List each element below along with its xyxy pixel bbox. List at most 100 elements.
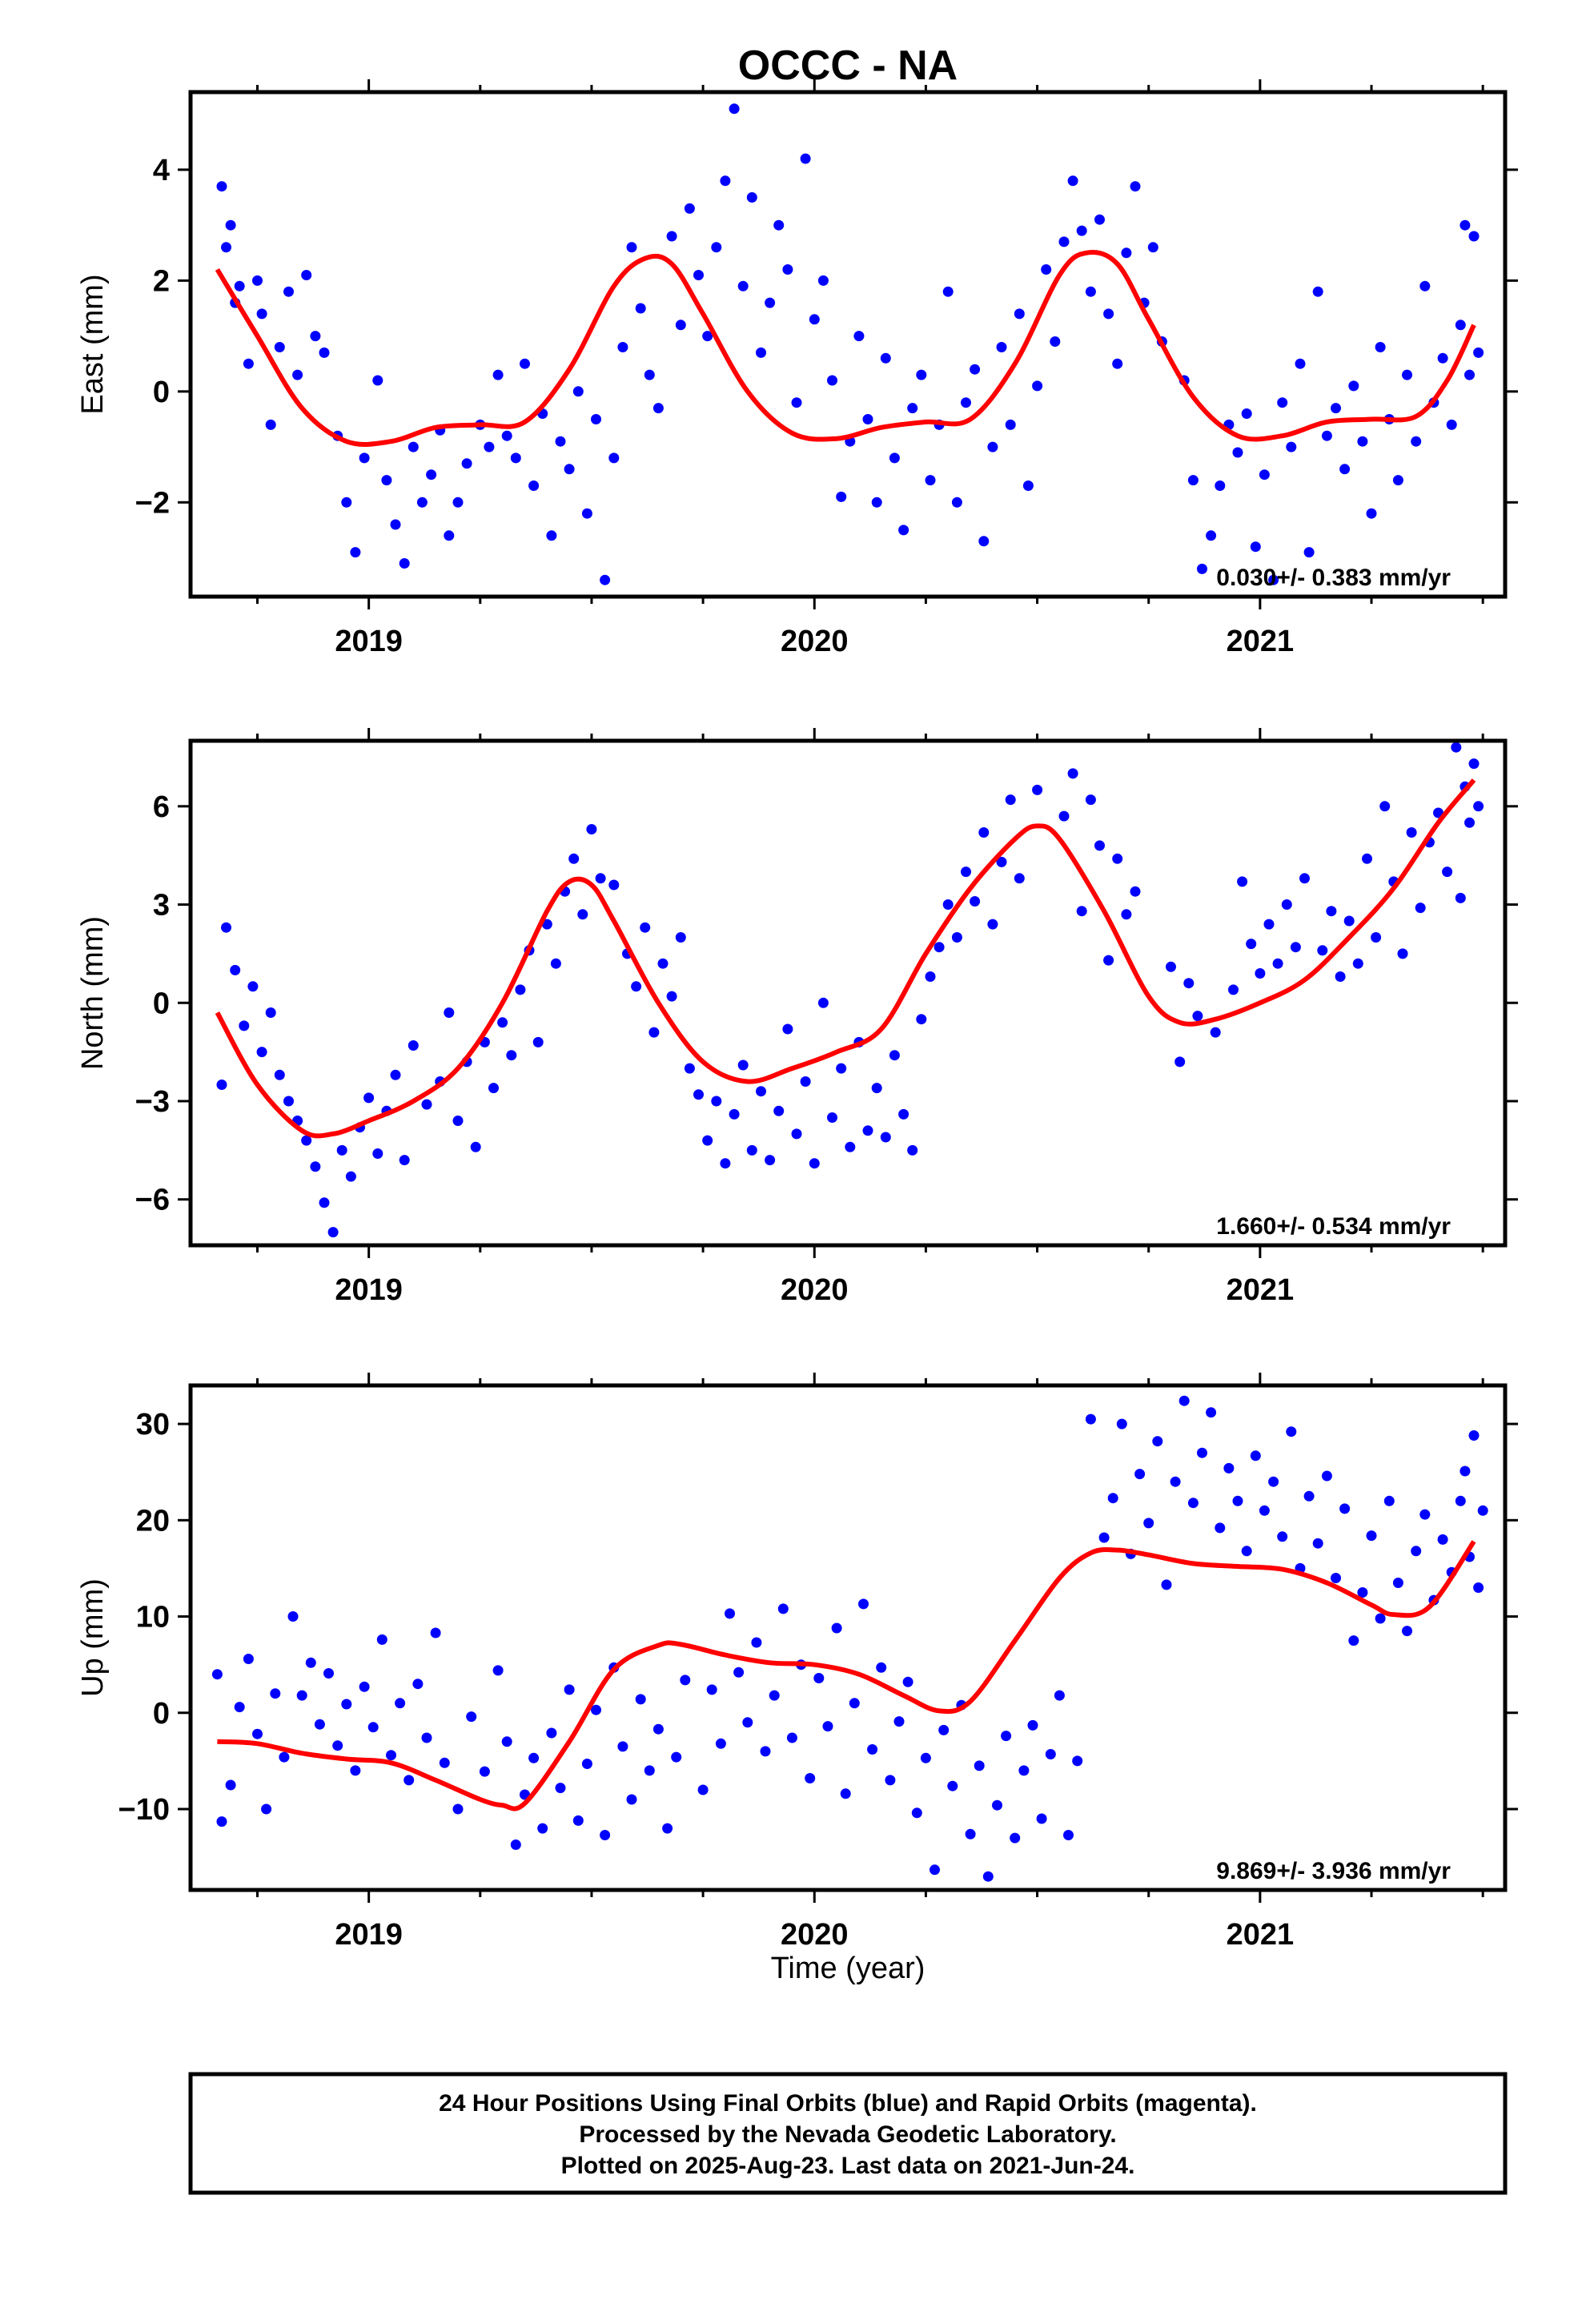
east-data-point bbox=[756, 347, 766, 358]
north-data-point bbox=[675, 932, 686, 943]
up-data-point bbox=[1375, 1613, 1386, 1624]
up-data-point bbox=[1473, 1582, 1484, 1593]
east-data-point bbox=[1067, 175, 1078, 187]
east-data-point bbox=[1411, 436, 1422, 447]
east-data-point bbox=[572, 386, 584, 397]
north-data-point bbox=[1468, 758, 1480, 770]
east-data-point bbox=[225, 219, 236, 231]
east-data-point bbox=[252, 275, 263, 286]
up-data-point bbox=[1143, 1518, 1154, 1529]
east-data-point bbox=[256, 308, 267, 320]
north-data-point bbox=[1272, 958, 1283, 969]
north-data-point bbox=[336, 1144, 347, 1156]
east-data-point bbox=[274, 342, 285, 352]
north-data-point bbox=[756, 1086, 766, 1097]
north-data-point bbox=[827, 1112, 837, 1123]
up-y-tick-label: 20 bbox=[136, 1504, 170, 1538]
north-data-point bbox=[1473, 801, 1484, 812]
east-data-point bbox=[970, 364, 981, 375]
east-panel: 2019 2020 2021 −2 0 2 4 East (mm) 0.030+/- 0.383… bbox=[76, 79, 1518, 658]
east-data-point bbox=[626, 242, 637, 253]
east-data-point bbox=[408, 441, 419, 452]
up-data-points bbox=[211, 1395, 1488, 1882]
up-rate-label: 9.869+/- 3.936 mm/yr bbox=[1216, 1858, 1451, 1884]
up-data-point bbox=[617, 1741, 628, 1752]
up-data-point bbox=[395, 1698, 406, 1709]
up-data-point bbox=[1455, 1495, 1466, 1506]
east-data-point bbox=[292, 369, 303, 380]
east-data-point bbox=[350, 547, 361, 558]
east-frame bbox=[188, 90, 1508, 599]
north-data-point bbox=[274, 1069, 285, 1080]
north-data-point bbox=[586, 824, 597, 834]
up-data-point bbox=[858, 1598, 869, 1610]
up-x-tick-label: 2020 bbox=[781, 1918, 849, 1952]
up-data-point bbox=[243, 1654, 254, 1664]
north-data-point bbox=[640, 922, 651, 933]
east-data-point bbox=[1419, 280, 1431, 292]
up-data-point bbox=[876, 1662, 887, 1673]
north-panel: 2019 2020 2021 −6 −3 0 3 6 North (mm) 1.660+/- 0.… bbox=[76, 728, 1518, 1307]
east-data-point bbox=[1375, 342, 1386, 352]
north-data-point bbox=[595, 873, 606, 884]
up-data-point bbox=[1357, 1587, 1368, 1598]
east-data-point bbox=[942, 286, 954, 297]
north-data-point bbox=[532, 1036, 544, 1047]
north-data-point bbox=[1076, 906, 1087, 917]
east-data-point bbox=[1455, 320, 1466, 331]
north-y-tick-label: 0 bbox=[153, 987, 170, 1020]
up-data-point bbox=[786, 1732, 797, 1743]
east-data-point bbox=[907, 403, 918, 414]
up-fit-curve bbox=[217, 1540, 1476, 1811]
up-data-point bbox=[1072, 1755, 1083, 1767]
east-data-point bbox=[1005, 419, 1016, 430]
up-data-point bbox=[1402, 1626, 1412, 1637]
up-data-point bbox=[822, 1721, 833, 1732]
east-data-point bbox=[444, 530, 455, 541]
north-data-point bbox=[221, 922, 231, 933]
up-data-point bbox=[225, 1779, 236, 1791]
east-data-point bbox=[1215, 480, 1226, 491]
up-data-point bbox=[1098, 1532, 1110, 1543]
east-fit-curve bbox=[215, 250, 1476, 447]
east-x-tick-label: 2021 bbox=[1227, 625, 1295, 658]
east-y-tick-label: −2 bbox=[135, 486, 170, 520]
east-data-point bbox=[341, 497, 352, 508]
up-data-point bbox=[1187, 1498, 1199, 1509]
north-data-point bbox=[230, 964, 241, 975]
east-data-point bbox=[1268, 574, 1279, 585]
north-data-point bbox=[1371, 932, 1382, 943]
north-data-point bbox=[310, 1161, 321, 1172]
up-panel: 2019 2020 2021 −10 0 10 20 30 Up (mm) 9.869+/- 3.… bbox=[76, 1373, 1518, 1952]
up-data-point bbox=[479, 1766, 490, 1777]
north-data-point bbox=[1290, 942, 1301, 953]
north-data-point bbox=[1406, 827, 1417, 838]
up-data-point bbox=[1178, 1395, 1190, 1406]
up-data-point bbox=[234, 1702, 245, 1713]
up-data-point bbox=[421, 1732, 432, 1743]
east-data-point bbox=[675, 320, 686, 331]
north-data-point bbox=[1210, 1027, 1221, 1038]
up-data-point bbox=[452, 1803, 464, 1815]
up-data-point bbox=[706, 1684, 717, 1695]
east-data-point bbox=[1197, 563, 1207, 574]
east-data-point bbox=[608, 452, 620, 464]
east-data-point bbox=[773, 219, 785, 231]
north-data-point bbox=[1121, 909, 1132, 920]
up-data-point bbox=[680, 1675, 691, 1686]
north-data-point bbox=[907, 1144, 918, 1156]
up-data-point bbox=[439, 1757, 450, 1768]
up-data-point bbox=[1054, 1690, 1065, 1701]
east-data-point bbox=[880, 352, 891, 364]
north-data-point bbox=[283, 1096, 294, 1107]
up-frame bbox=[188, 1383, 1508, 1892]
north-y-tick-label: 3 bbox=[153, 889, 170, 923]
east-data-point bbox=[1085, 286, 1096, 297]
north-y-axis-label: North (mm) bbox=[76, 916, 110, 1070]
figure-title: OCCC - NA bbox=[738, 42, 958, 89]
east-data-point bbox=[1460, 219, 1471, 231]
north-data-point bbox=[711, 1096, 722, 1107]
east-data-point bbox=[862, 414, 873, 424]
north-data-point bbox=[256, 1047, 267, 1058]
north-data-point bbox=[1166, 961, 1176, 972]
